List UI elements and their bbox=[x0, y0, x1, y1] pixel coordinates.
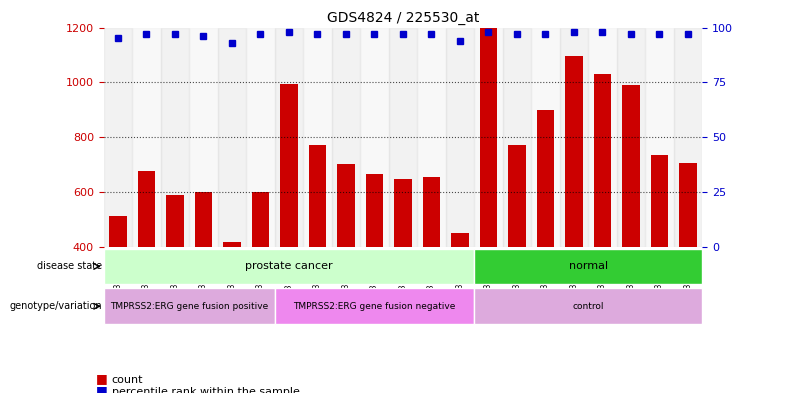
Bar bbox=[338, 164, 354, 356]
Bar bbox=[417, 28, 446, 246]
Bar bbox=[160, 28, 189, 246]
Text: disease state: disease state bbox=[38, 261, 102, 272]
Bar bbox=[280, 84, 298, 356]
Bar bbox=[309, 145, 326, 356]
Bar bbox=[559, 28, 588, 246]
Bar bbox=[508, 145, 526, 356]
Bar bbox=[622, 85, 639, 356]
Text: genotype/variation: genotype/variation bbox=[10, 301, 102, 311]
Bar bbox=[646, 28, 674, 246]
Bar bbox=[252, 192, 269, 356]
Bar bbox=[247, 28, 275, 246]
Bar bbox=[594, 74, 611, 356]
Text: TMPRSS2:ERG gene fusion positive: TMPRSS2:ERG gene fusion positive bbox=[110, 302, 268, 311]
Text: percentile rank within the sample: percentile rank within the sample bbox=[112, 387, 299, 393]
Bar bbox=[218, 28, 247, 246]
Bar bbox=[360, 28, 389, 246]
Bar bbox=[189, 28, 218, 246]
Bar bbox=[332, 28, 360, 246]
Text: normal: normal bbox=[569, 261, 608, 272]
Bar bbox=[480, 28, 497, 356]
Bar bbox=[531, 28, 559, 246]
FancyBboxPatch shape bbox=[474, 288, 702, 324]
Bar bbox=[132, 28, 160, 246]
Title: GDS4824 / 225530_at: GDS4824 / 225530_at bbox=[327, 11, 479, 25]
Bar bbox=[109, 217, 127, 356]
Bar bbox=[674, 28, 702, 246]
Text: prostate cancer: prostate cancer bbox=[245, 261, 333, 272]
Bar bbox=[446, 28, 474, 246]
Bar bbox=[195, 192, 212, 356]
Bar bbox=[394, 180, 412, 356]
Bar bbox=[474, 28, 503, 246]
Bar bbox=[617, 28, 646, 246]
Bar bbox=[104, 28, 132, 246]
Text: count: count bbox=[112, 375, 143, 385]
Bar bbox=[138, 171, 155, 356]
FancyBboxPatch shape bbox=[474, 248, 702, 285]
FancyBboxPatch shape bbox=[104, 288, 275, 324]
Bar bbox=[651, 155, 668, 356]
Bar bbox=[223, 242, 240, 356]
Bar bbox=[167, 195, 184, 356]
Bar bbox=[423, 177, 440, 356]
Bar bbox=[537, 110, 554, 356]
Bar bbox=[303, 28, 332, 246]
Bar bbox=[566, 56, 583, 356]
Text: ■: ■ bbox=[96, 372, 108, 385]
Bar bbox=[275, 28, 303, 246]
Bar bbox=[588, 28, 617, 246]
Text: control: control bbox=[572, 302, 604, 311]
Bar bbox=[679, 163, 697, 356]
Text: ■: ■ bbox=[96, 384, 108, 393]
Bar bbox=[366, 174, 383, 356]
Bar bbox=[452, 233, 468, 356]
FancyBboxPatch shape bbox=[275, 288, 474, 324]
Bar bbox=[389, 28, 417, 246]
FancyBboxPatch shape bbox=[104, 248, 474, 285]
Text: TMPRSS2:ERG gene fusion negative: TMPRSS2:ERG gene fusion negative bbox=[294, 302, 456, 311]
Bar bbox=[503, 28, 531, 246]
